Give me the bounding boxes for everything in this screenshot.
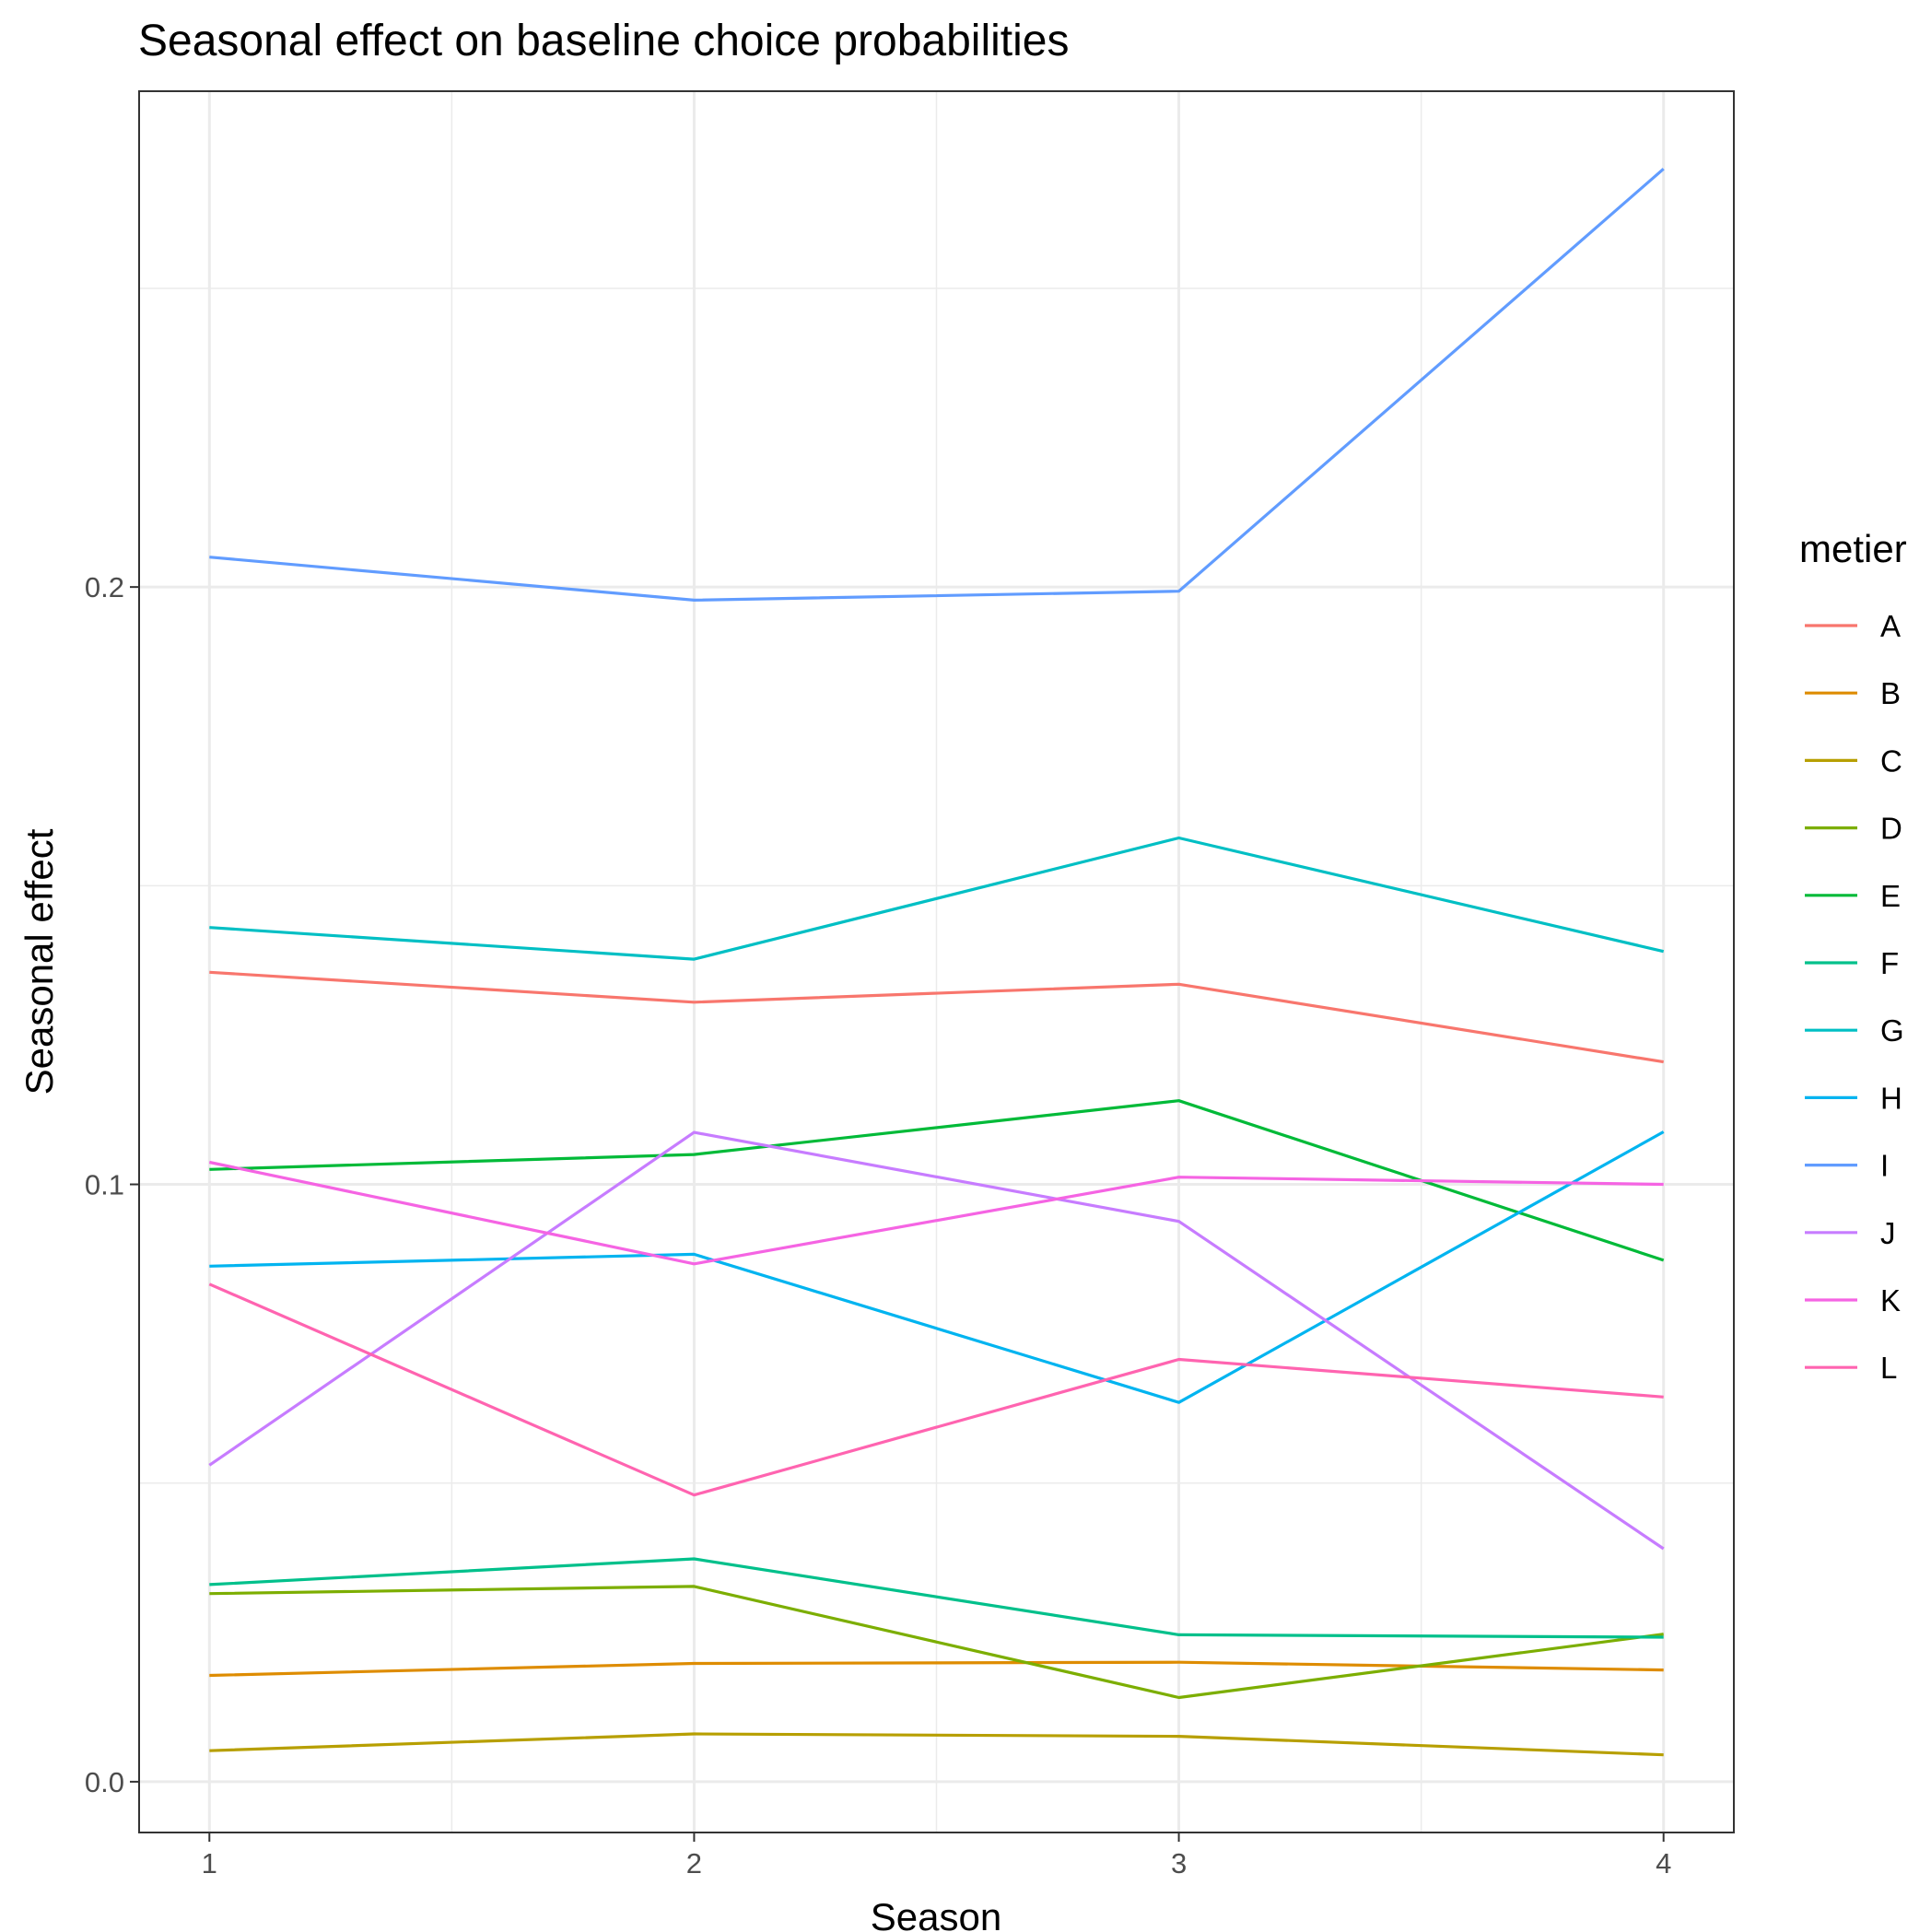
legend-label-E: E (1880, 879, 1901, 913)
y-axis-title: Seasonal effect (18, 828, 61, 1095)
x-axis: 1 2 3 4 (202, 1832, 1671, 1879)
x-tick-label: 1 (202, 1847, 217, 1879)
series-line-L (208, 1282, 1664, 1497)
series-line-C (209, 1732, 1664, 1757)
legend-label-D: D (1880, 812, 1902, 846)
x-tick-label: 3 (1171, 1847, 1187, 1879)
legend-label-B: B (1880, 676, 1901, 710)
series-line-G (209, 836, 1665, 961)
y-tick-label: 0.2 (85, 571, 124, 603)
series-line-J (208, 1130, 1665, 1551)
legend-label-G: G (1880, 1013, 1904, 1048)
legend-label-F: F (1880, 946, 1899, 980)
legend-label-L: L (1880, 1351, 1897, 1385)
y-axis: 0.0 0.1 0.2 (85, 571, 139, 1798)
x-tick-label: 4 (1656, 1847, 1671, 1879)
plot-border (138, 90, 1735, 1833)
x-tick-label: 2 (686, 1847, 702, 1879)
y-tick-label: 0.0 (85, 1766, 124, 1798)
major-gridlines (139, 91, 1734, 1832)
y-tick-label: 0.1 (85, 1169, 124, 1201)
legend-label-C: C (1880, 744, 1902, 778)
legend-label-H: H (1880, 1081, 1902, 1115)
series-line-H (209, 1130, 1665, 1404)
series-line-K (208, 1160, 1664, 1266)
legend-title: metier (1799, 527, 1907, 570)
series-line-I (209, 168, 1665, 603)
legend-label-K: K (1880, 1283, 1901, 1317)
series-lines (208, 168, 1665, 1757)
series-line-F (209, 1557, 1664, 1639)
series-line-D (209, 1585, 1664, 1700)
series-line-A (209, 970, 1664, 1064)
x-axis-title: Season (871, 1895, 1001, 1932)
legend-label-J: J (1880, 1216, 1896, 1250)
legend-label-I: I (1880, 1149, 1889, 1183)
legend-label-A: A (1880, 609, 1901, 643)
chart-title: Seasonal effect on baseline choice proba… (138, 17, 1069, 65)
